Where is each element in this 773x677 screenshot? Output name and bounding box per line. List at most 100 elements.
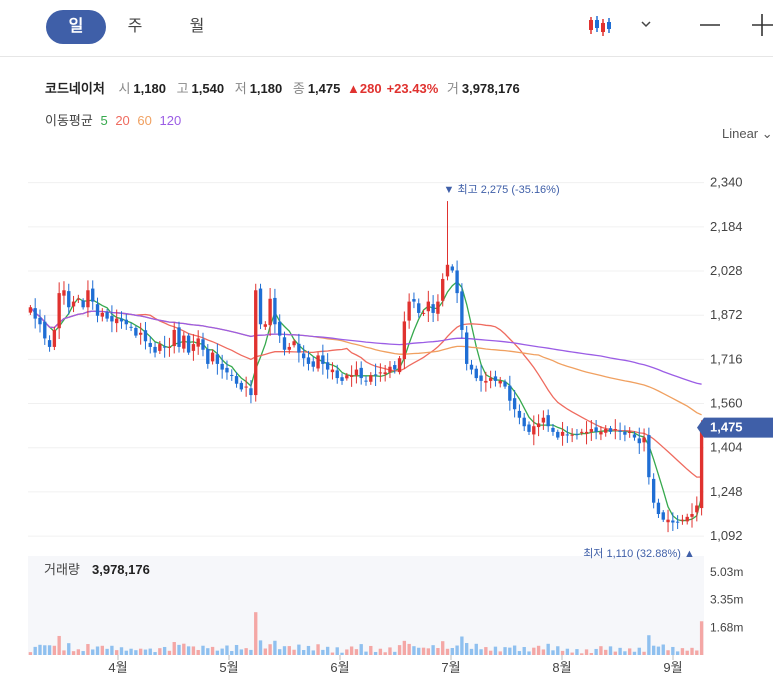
volume-bar (282, 646, 287, 655)
volume-bar (546, 643, 550, 655)
volume-bar (340, 652, 344, 655)
ma-line-60 (29, 306, 702, 416)
volume-bar (465, 643, 469, 655)
volume-bar (47, 645, 52, 655)
volume-bar (67, 643, 71, 655)
volume-bar (321, 649, 325, 655)
candle-body (508, 385, 512, 401)
volume-bar (292, 649, 296, 655)
volume-bar (469, 648, 474, 655)
volume-tick-label: 5.03m (710, 565, 743, 579)
volume-bar (431, 645, 435, 655)
candle-body (364, 380, 368, 382)
candle-body (258, 288, 263, 325)
volume-bar (675, 651, 680, 655)
candlestick-icon[interactable] (588, 14, 614, 43)
chevron-down-icon[interactable] (640, 16, 652, 34)
candle-body (623, 431, 627, 435)
candle-body (28, 307, 33, 313)
candle-body (340, 377, 344, 381)
volume-bar (206, 648, 210, 655)
volume-bar (474, 643, 478, 655)
volume-bar (263, 648, 267, 655)
candle-body (91, 288, 95, 302)
y-tick-label: 1,092 (710, 528, 743, 543)
candle-body (465, 332, 469, 364)
x-tick-label: 6월 (330, 660, 349, 675)
volume-bar (244, 648, 248, 655)
volume-bar (301, 650, 306, 655)
candle-body (546, 415, 550, 427)
volume-bar (608, 646, 613, 655)
candle-body (407, 301, 411, 321)
volume-bar (359, 644, 363, 655)
volume-bar (575, 649, 579, 655)
ma-120[interactable]: 120 (159, 113, 182, 128)
ma-5[interactable]: 5 (100, 113, 108, 128)
candle-body (632, 434, 637, 438)
minus-icon[interactable] (699, 17, 721, 38)
candle-body (263, 324, 267, 327)
volume-bar (632, 651, 637, 655)
volume-tick-label: 1.68m (710, 620, 743, 634)
volume-bar (651, 645, 656, 655)
volume-bar (249, 649, 253, 655)
volume-bar (71, 651, 76, 655)
candle-body (493, 376, 498, 381)
candle-body (129, 326, 133, 328)
volume-bar (254, 612, 258, 655)
volume-bar (450, 648, 454, 655)
tab-monthly[interactable]: 월 (189, 18, 205, 35)
candle-body (167, 346, 172, 348)
candle-body (292, 341, 296, 346)
candle-body (450, 266, 454, 271)
candle-body (618, 430, 622, 432)
volume-bar (129, 648, 133, 655)
candle-body (115, 318, 119, 324)
volume-bar (306, 645, 311, 655)
volume-bar (186, 646, 191, 655)
volume-bar (421, 647, 426, 655)
volume-bar (167, 650, 172, 655)
low-marker-label: 최저 1,110 (32.88%) ▲ (583, 547, 695, 560)
volume-bar (378, 648, 383, 655)
open-label: 시 (118, 81, 131, 96)
candle-body (244, 386, 248, 388)
low-value: 1,180 (249, 81, 283, 96)
scale-selector[interactable]: Linear ⌄ (722, 126, 773, 142)
volume-bar (268, 644, 272, 655)
stock-name: 코드네이처 (45, 81, 105, 96)
candle-body (119, 318, 124, 322)
candle-body (345, 375, 349, 379)
change-value: ▲280 (347, 81, 382, 96)
candle-body (436, 301, 440, 314)
volume-bar (426, 648, 431, 655)
tab-weekly[interactable]: 주 (127, 18, 143, 35)
candle-body (359, 367, 363, 379)
volume-bar (584, 649, 589, 655)
candle-body (565, 434, 570, 436)
volume-bar (172, 642, 176, 655)
tab-daily[interactable]: 일 (46, 10, 106, 44)
ma-60[interactable]: 60 (137, 113, 152, 128)
candle-body (316, 355, 320, 369)
ma-20[interactable]: 20 (115, 113, 130, 128)
volume-bar (484, 647, 488, 655)
stock-summary: 코드네이처 시 1,180 고 1,540 저 1,180 종 1,475 ▲280 +2… (45, 78, 527, 97)
candle-body (666, 519, 670, 523)
plus-icon[interactable] (750, 14, 773, 41)
candle-body (594, 427, 598, 432)
candle-body (330, 369, 335, 373)
candle-body (517, 410, 522, 418)
candle-body (388, 366, 392, 373)
candle-body (393, 365, 397, 370)
volume-bar (258, 640, 263, 655)
volume-bar (373, 651, 378, 655)
candle-body (417, 303, 421, 313)
candle-body (143, 330, 148, 342)
close-value: 1,475 (307, 81, 341, 96)
candle-body (455, 270, 459, 294)
current-price-tag (697, 417, 773, 438)
up-arrow-icon: ▲ (347, 81, 360, 96)
candle-body (62, 290, 66, 296)
